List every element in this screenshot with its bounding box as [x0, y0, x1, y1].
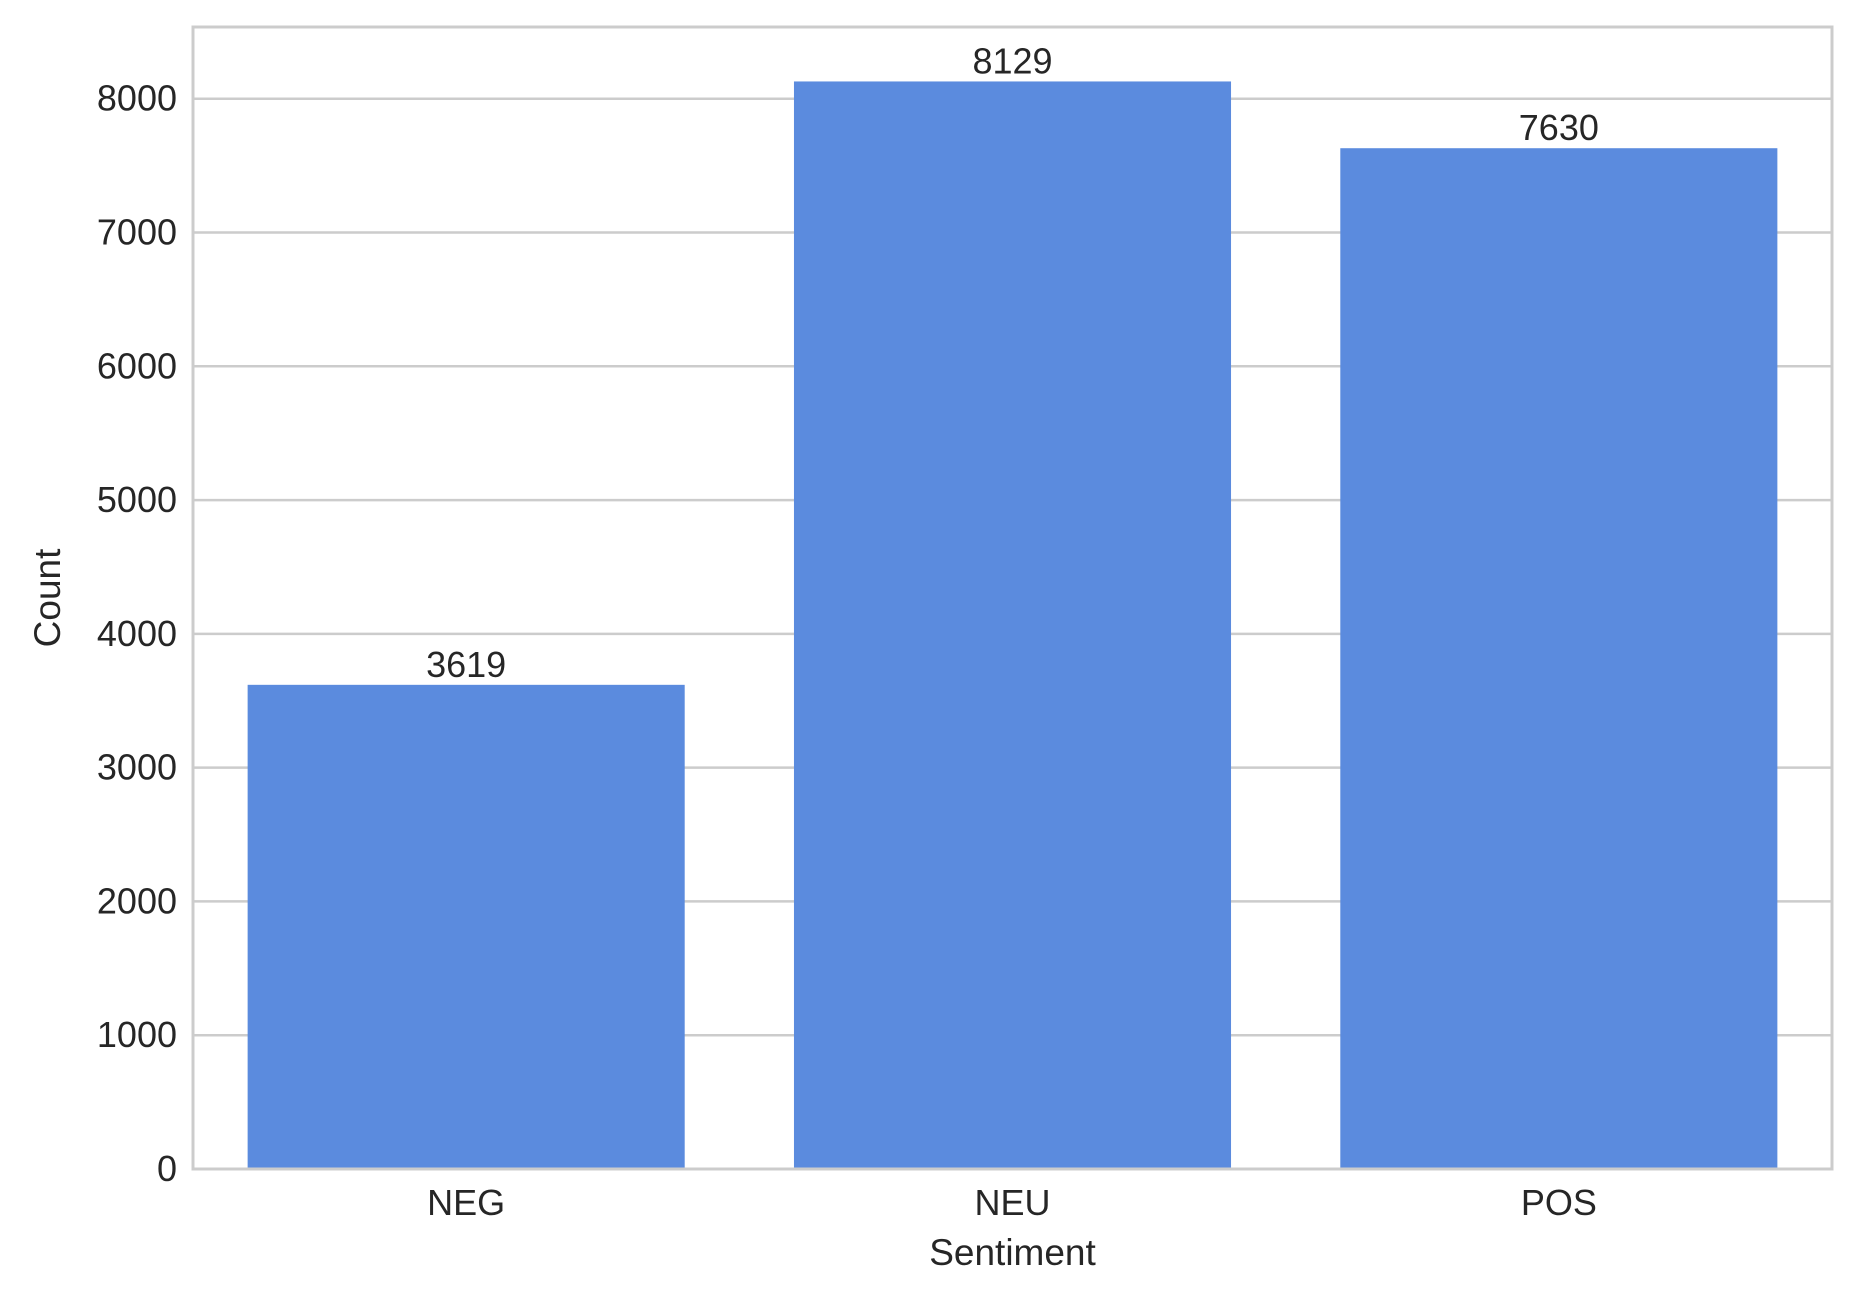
x-tick-label-neu: NEU [974, 1182, 1050, 1223]
bar-pos [1340, 148, 1778, 1170]
y-tick-label-2000: 2000 [97, 880, 177, 921]
data-label-neu: 8129 [972, 40, 1052, 81]
data-label-neg: 3619 [426, 644, 506, 685]
x-axis-title: Sentiment [929, 1232, 1096, 1273]
y-tick-label-7000: 7000 [97, 211, 177, 252]
y-tick-label-0: 0 [157, 1148, 177, 1189]
y-tick-label-1000: 1000 [97, 1014, 177, 1055]
y-axis-title: Count [27, 548, 68, 647]
bars [247, 81, 1778, 1170]
y-tick-labels: 0 1000 2000 3000 4000 5000 6000 7000 8000 [97, 78, 177, 1189]
y-tick-label-3000: 3000 [97, 747, 177, 788]
y-tick-label-8000: 8000 [97, 78, 177, 119]
y-tick-label-4000: 4000 [97, 613, 177, 654]
bar-data-labels: 3619 8129 7630 [426, 40, 1599, 684]
y-tick-label-5000: 5000 [97, 479, 177, 520]
bar-neg [247, 684, 685, 1169]
x-tick-label-neg: NEG [427, 1182, 505, 1223]
x-tick-labels: NEG NEU POS [427, 1182, 1597, 1223]
plot-frame [191, 25, 1834, 1171]
bar-neu [793, 81, 1232, 1169]
y-tick-label-6000: 6000 [97, 345, 177, 386]
x-tick-label-pos: POS [1521, 1182, 1597, 1223]
data-label-pos: 7630 [1519, 107, 1599, 148]
